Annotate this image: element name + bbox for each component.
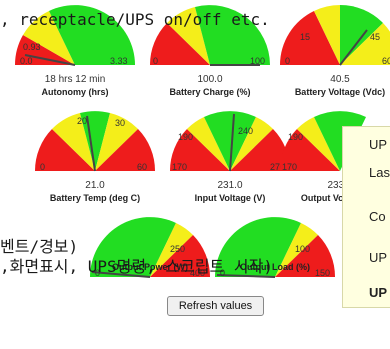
tick-label: 270 xyxy=(270,162,285,172)
gauge-output-load: 100 0 150 xyxy=(215,212,335,282)
tick-label: 0.0 xyxy=(20,56,33,66)
tick-label: 190 xyxy=(178,132,193,142)
gauge-title: Output Voltage (V) xyxy=(300,193,380,203)
gauge-title: Autonomy (hrs) xyxy=(41,87,109,97)
tick-label: 0.93 xyxy=(23,42,41,52)
gauge-title: Battery Voltage (Vdc) xyxy=(294,87,386,97)
gauge-reading: 40.5 xyxy=(330,74,350,85)
gauge-input-voltage: 190 240 170 270 xyxy=(170,106,290,176)
gauge-title: Battery Temp (deg C) xyxy=(49,193,141,203)
refresh-values-button[interactable]: Refresh values xyxy=(167,296,264,316)
overlay-korean-line-2: ,화면표시, UPS명령, 스크립트 시작) xyxy=(0,257,273,276)
gauge-battery-voltage: 15 45 0 60 xyxy=(280,0,390,70)
tick-label: 0 xyxy=(40,162,45,172)
tick-label: 170 xyxy=(172,162,187,172)
tick-label: 0 xyxy=(220,268,225,278)
tick-label: 240 xyxy=(238,126,253,136)
tick-label: 60 xyxy=(137,162,147,172)
gauge-battery-temp: 20 30 0 60 xyxy=(35,106,155,176)
gauge-reading: 100.0 xyxy=(197,74,223,85)
tick-label: 400 xyxy=(190,268,205,278)
tick-label: 30 xyxy=(115,118,125,128)
gauge-battery-charge: 0 100 xyxy=(150,0,270,70)
info-popup: UP Las Co UP UP xyxy=(342,126,390,308)
tick-label: 100 xyxy=(250,56,265,66)
tick-label: 190 xyxy=(288,132,303,142)
gauge-reading: 231.0 xyxy=(217,180,243,191)
gauge-title: Input Voltage (V) xyxy=(194,193,266,203)
gauge-title: Battery Charge (%) xyxy=(169,87,251,97)
tick-label: 100 xyxy=(295,244,310,254)
tick-label: 250 xyxy=(170,244,185,254)
gauge-reading: 18 hrs 12 min xyxy=(44,74,106,85)
overlay-top-text: , receptacle/UPS on/off etc. xyxy=(0,10,270,29)
gauge-output-power: 250 400 0 xyxy=(90,212,210,282)
gauge-reading: 21.0 xyxy=(85,180,105,191)
tick-label: 45 xyxy=(370,32,380,42)
tick-label: 150 xyxy=(315,268,330,278)
overlay-korean-line-1: 벤트/경보) xyxy=(0,237,79,256)
tick-label: 60 xyxy=(382,56,390,66)
tick-label: 20 xyxy=(77,116,87,126)
tick-label: 15 xyxy=(300,32,310,42)
tick-label: 3.33 xyxy=(110,56,128,66)
gauge-title: Output Load (%) xyxy=(240,262,310,272)
gauge-title: Output Power (W) xyxy=(112,262,188,272)
popup-line: UP xyxy=(369,250,388,265)
popup-line: UP xyxy=(369,137,388,152)
popup-line: Las xyxy=(369,165,390,180)
tick-label: 0 xyxy=(95,268,100,278)
popup-line: UP xyxy=(369,285,388,300)
tick-label: 170 xyxy=(282,162,297,172)
gauge-reading: 233.0 xyxy=(327,180,353,191)
tick-label: 0 xyxy=(285,56,290,66)
tick-label: 0 xyxy=(153,56,158,66)
gauge-autonomy: 0.0 3.33 0.93 xyxy=(15,0,135,70)
popup-line: Co xyxy=(369,209,386,224)
